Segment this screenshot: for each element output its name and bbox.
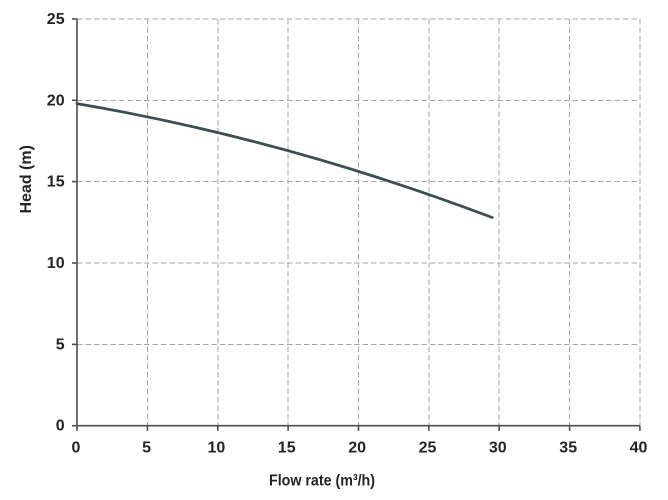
svg-text:35: 35: [559, 440, 577, 457]
svg-text:10: 10: [47, 255, 65, 272]
svg-text:5: 5: [56, 336, 65, 353]
svg-text:30: 30: [489, 440, 507, 457]
svg-text:25: 25: [419, 440, 437, 457]
svg-text:Flow rate (m³/h): Flow rate (m³/h): [269, 473, 375, 490]
svg-text:15: 15: [278, 440, 296, 457]
svg-text:20: 20: [47, 92, 65, 109]
svg-text:40: 40: [630, 440, 648, 457]
svg-text:15: 15: [47, 174, 65, 191]
svg-text:0: 0: [72, 440, 81, 457]
svg-text:25: 25: [47, 11, 65, 28]
svg-text:5: 5: [142, 440, 151, 457]
svg-text:20: 20: [348, 440, 366, 457]
svg-text:10: 10: [208, 440, 226, 457]
svg-text:0: 0: [56, 418, 65, 435]
svg-text:Head (m): Head (m): [18, 145, 35, 213]
